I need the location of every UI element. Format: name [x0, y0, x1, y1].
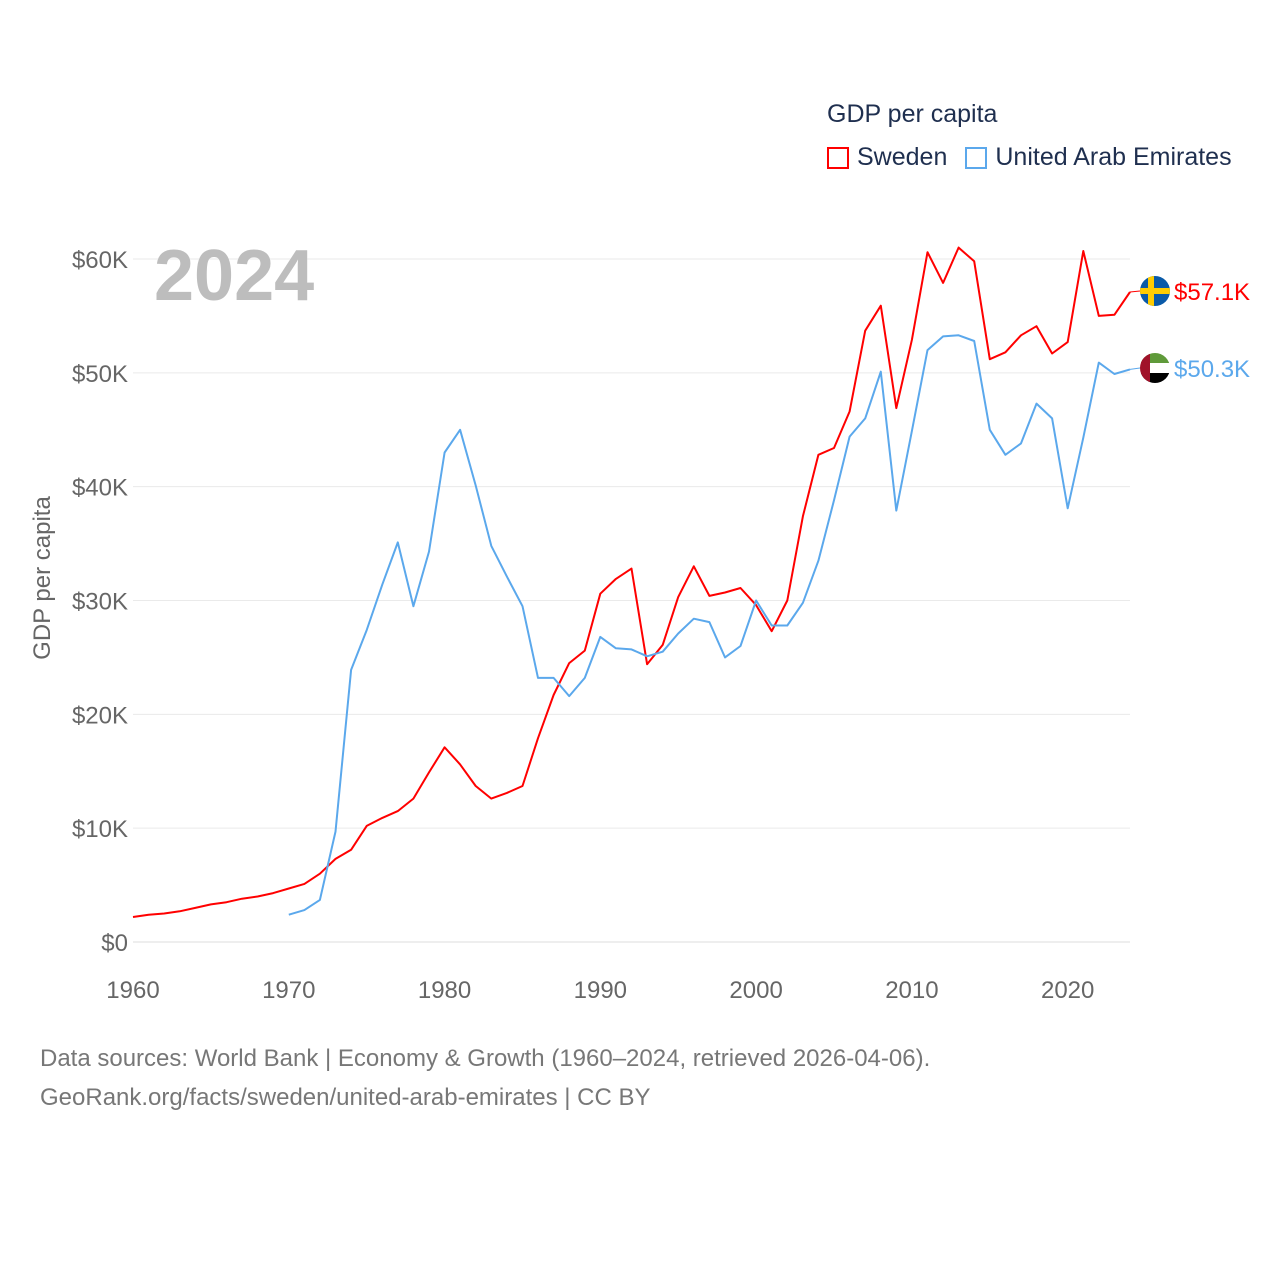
legend-label-sweden: Sweden	[857, 143, 948, 171]
y-tick-label: $50K	[72, 361, 128, 388]
y-tick-label: $40K	[72, 475, 128, 502]
y-tick-label: $10K	[72, 816, 128, 843]
end-connector	[1129, 290, 1141, 293]
series-line-sweden	[132, 246, 1131, 918]
sweden-flag-icon	[1140, 276, 1170, 306]
year-label: 2024	[154, 236, 314, 316]
end-value-label: $50.3K	[1174, 356, 1250, 383]
y-tick-label: $20K	[72, 702, 128, 729]
end-connector	[1129, 367, 1141, 370]
x-tick-label: 2020	[1041, 977, 1094, 1004]
legend: Sweden United Arab Emirates	[827, 143, 1232, 172]
legend-title: GDP per capita	[827, 100, 998, 128]
y-tick-label: $30K	[72, 589, 128, 616]
x-tick-label: 1970	[262, 977, 315, 1004]
x-tick-label: 1990	[574, 977, 627, 1004]
legend-swatch-sweden	[827, 146, 849, 169]
x-tick-label: 2000	[729, 977, 782, 1004]
series-line-uae	[288, 334, 1131, 916]
y-tick-label: $0	[101, 930, 128, 957]
y-tick-label: $60K	[72, 247, 128, 274]
x-tick-label: 1960	[106, 977, 159, 1004]
uae-flag-icon	[1140, 353, 1170, 383]
legend-swatch-uae	[965, 146, 988, 169]
x-tick-label: 2010	[885, 977, 938, 1004]
y-axis-label: GDP per capita	[29, 496, 56, 660]
x-tick-label: 1980	[418, 977, 471, 1004]
end-value-label: $57.1K	[1174, 279, 1250, 306]
legend-label-uae: United Arab Emirates	[995, 143, 1232, 171]
footer-sources: Data sources: World Bank | Economy & Gro…	[40, 1045, 931, 1072]
footer-link[interactable]: GeoRank.org/facts/sweden/united-arab-emi…	[40, 1084, 651, 1111]
